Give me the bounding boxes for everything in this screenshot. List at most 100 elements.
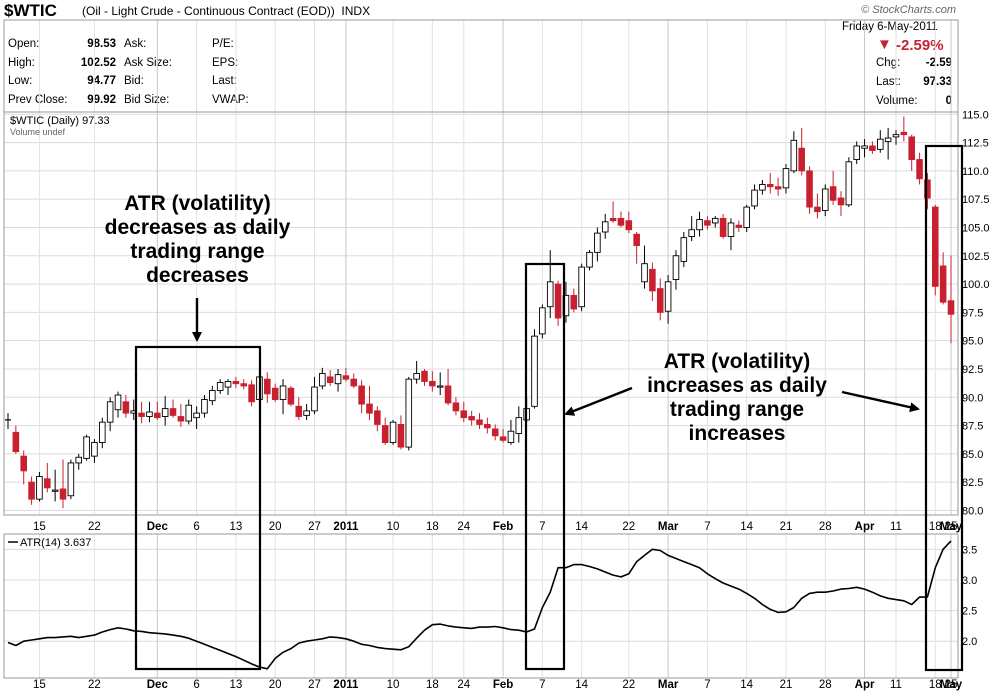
candle xyxy=(279,379,287,415)
candle xyxy=(452,397,460,416)
atr-line xyxy=(7,540,952,670)
candle xyxy=(311,376,318,415)
candle-body xyxy=(122,401,130,414)
annotation-overlay xyxy=(134,144,964,672)
candle xyxy=(876,130,884,153)
candlestick-series xyxy=(5,116,955,509)
candle-body xyxy=(798,147,805,172)
price-tick-label: 100.0 xyxy=(962,279,990,291)
candle-body xyxy=(924,179,931,199)
candle-body xyxy=(193,412,200,419)
x-tick-label: 20 xyxy=(269,679,282,691)
candle xyxy=(586,250,593,271)
atr-panel-frame xyxy=(3,533,959,679)
atr-series xyxy=(7,540,952,670)
candle-body xyxy=(224,380,232,388)
candle-body xyxy=(554,283,562,319)
candle xyxy=(326,370,334,386)
candle-body xyxy=(154,412,161,419)
x-tick-label: 7 xyxy=(539,521,545,533)
candle xyxy=(774,177,782,196)
x-tick-label: 10 xyxy=(387,679,400,691)
candle xyxy=(436,372,444,396)
candle xyxy=(932,204,939,296)
candle-body xyxy=(609,217,617,222)
price-tick-label: 85.0 xyxy=(962,449,983,461)
candle xyxy=(743,204,750,232)
annotation-line: trading range xyxy=(669,398,805,421)
candle-body xyxy=(845,161,853,206)
candle-body xyxy=(67,462,75,497)
candle-body xyxy=(146,411,153,417)
candle xyxy=(28,476,35,505)
candle-body xyxy=(216,382,224,391)
annotation-line: decreases xyxy=(146,264,249,287)
candle-body xyxy=(99,421,106,444)
candle xyxy=(484,417,491,434)
x-tick-label: 7 xyxy=(704,521,710,533)
x-tick-label: 14 xyxy=(575,679,588,691)
candle xyxy=(405,376,413,451)
x-tick-label: 14 xyxy=(740,679,753,691)
quote-label: Ask: xyxy=(124,38,147,50)
x-tick-label: 25 xyxy=(945,521,958,533)
candle xyxy=(546,250,554,319)
candle xyxy=(499,428,507,443)
candle xyxy=(735,220,743,232)
annotation-line: ATR (volatility) xyxy=(663,350,811,373)
price-tick-label: 112.5 xyxy=(962,138,989,150)
candle-body xyxy=(641,263,648,283)
candle xyxy=(389,419,397,445)
x-tick-label: 21 xyxy=(780,521,793,533)
price-tick-label: 82.5 xyxy=(962,477,983,489)
quote-label: Prev Close: xyxy=(8,93,68,106)
candle-body xyxy=(861,145,868,149)
candle-body xyxy=(735,224,743,228)
candle xyxy=(248,380,255,407)
x-tick-label: 14 xyxy=(740,521,753,533)
candle-body xyxy=(36,476,43,500)
candle xyxy=(59,459,67,509)
candle-body xyxy=(381,425,389,444)
candle xyxy=(570,288,578,313)
quote-label: Last: xyxy=(876,76,901,88)
annotation-line: ATR (volatility) xyxy=(124,192,271,215)
x-tick-label: Apr xyxy=(855,521,875,533)
candle-body xyxy=(570,294,578,310)
annotation-increase: ATR (volatility) increases as daily trad… xyxy=(627,350,847,446)
candle-body xyxy=(759,183,766,191)
candle-body xyxy=(821,188,829,211)
x-tick-label: 15 xyxy=(33,679,46,691)
x-tick-label: Apr xyxy=(855,679,875,691)
candle-body xyxy=(908,136,915,160)
price-tick-label: 105.0 xyxy=(962,222,990,234)
x-tick-label: 6 xyxy=(193,521,199,533)
quote-label: Low: xyxy=(8,75,33,87)
x-tick-label: Dec xyxy=(147,521,169,533)
candle xyxy=(916,152,923,185)
candle xyxy=(224,379,232,396)
candle-body xyxy=(932,206,939,287)
candle xyxy=(837,191,845,217)
candle-body xyxy=(837,197,845,206)
candle-body xyxy=(939,265,947,303)
candle-body xyxy=(546,281,554,308)
pct-change: -2.59% xyxy=(896,37,944,54)
candle xyxy=(5,413,11,429)
candle-body xyxy=(900,131,908,136)
candle-body xyxy=(389,421,397,444)
candle xyxy=(861,139,868,158)
candle-body xyxy=(806,170,813,208)
candle xyxy=(91,439,98,463)
x-tick-label: Feb xyxy=(493,679,513,691)
price-tick-label: 107.5 xyxy=(962,194,990,206)
atr-tick-label: 3.5 xyxy=(962,544,977,556)
quote-label: High: xyxy=(8,56,35,69)
candle xyxy=(114,391,122,418)
candle-body xyxy=(719,217,727,237)
candle-body xyxy=(12,431,20,453)
candle-body xyxy=(405,378,413,448)
candle xyxy=(287,385,295,407)
candle-body xyxy=(169,408,177,416)
candle xyxy=(806,166,813,214)
